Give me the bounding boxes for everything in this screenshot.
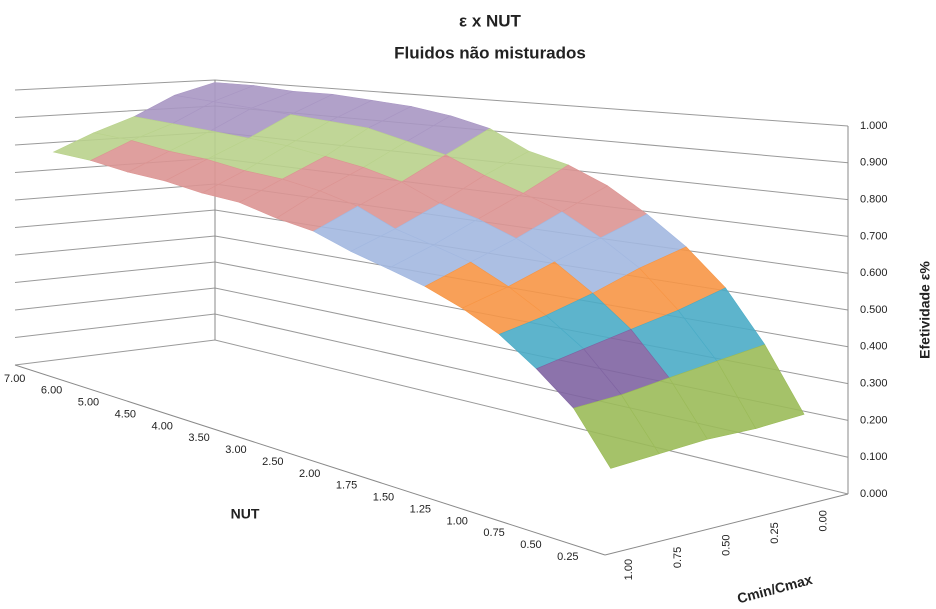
x-tick-label: 2.50 bbox=[262, 456, 283, 468]
z-tick-label: 0.300 bbox=[860, 378, 888, 390]
y-tick-label: 1.00 bbox=[623, 559, 635, 580]
z-axis-title: Efetividade ε% bbox=[917, 261, 933, 359]
x-tick-label: 0.50 bbox=[520, 539, 541, 551]
chart-title: ε x NUT bbox=[459, 11, 522, 30]
x-tick-label: 3.50 bbox=[188, 432, 209, 444]
y-tick-label: 0.50 bbox=[720, 535, 732, 556]
x-tick-label: 0.75 bbox=[483, 527, 504, 539]
x-tick-label: 4.50 bbox=[115, 408, 136, 420]
x-axis-title: NUT bbox=[231, 506, 260, 522]
x-tick-label: 1.25 bbox=[410, 503, 431, 515]
z-tick-label: 0.500 bbox=[860, 304, 888, 316]
z-tick-label: 0.400 bbox=[860, 341, 888, 353]
x-tick-label: 1.75 bbox=[336, 480, 357, 492]
z-tick-label: 0.800 bbox=[860, 194, 888, 206]
x-tick-label: 6.00 bbox=[41, 385, 62, 397]
z-tick-label: 1.000 bbox=[860, 120, 888, 132]
z-tick-label: 0.900 bbox=[860, 157, 888, 169]
x-axis-line bbox=[14, 364, 606, 556]
y-tick-label: 0.25 bbox=[769, 522, 781, 543]
x-tick-label: 4.00 bbox=[152, 420, 173, 432]
z-tick-label: 0.000 bbox=[860, 488, 888, 500]
x-tick-label: 0.25 bbox=[557, 551, 578, 563]
x-tick-label: 5.00 bbox=[78, 397, 99, 409]
y-axis-line bbox=[604, 493, 849, 556]
y-axis-title: Cmin/Cmax bbox=[735, 571, 814, 606]
z-tick-label: 0.100 bbox=[860, 451, 888, 463]
x-tick-label: 2.00 bbox=[299, 468, 320, 480]
z-tick-label: 0.700 bbox=[860, 230, 888, 242]
y-tick-label: 0.00 bbox=[818, 510, 830, 531]
x-tick-label: 1.00 bbox=[447, 515, 468, 527]
z-tick-label: 0.200 bbox=[860, 414, 888, 426]
surface-cell bbox=[573, 394, 660, 469]
y-tick-label: 0.75 bbox=[672, 547, 684, 568]
chart-subtitle: Fluidos não misturados bbox=[394, 43, 586, 62]
z-tick-label: 0.600 bbox=[860, 267, 888, 279]
x-tick-label: 7.00 bbox=[4, 373, 25, 385]
x-tick-label: 3.00 bbox=[225, 444, 246, 456]
x-tick-label: 1.50 bbox=[373, 492, 394, 504]
